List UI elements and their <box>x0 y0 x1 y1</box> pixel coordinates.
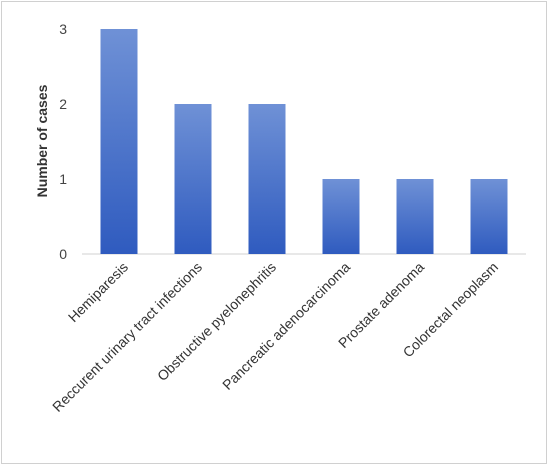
y-tick-label: 0 <box>59 246 67 262</box>
bar <box>174 104 212 254</box>
y-tick-label: 3 <box>59 21 67 37</box>
x-category-label: Hemiparesis <box>65 259 131 325</box>
bar <box>396 179 434 254</box>
bar <box>248 104 286 254</box>
x-category-label: Obstructive pyelonephritis <box>154 259 279 384</box>
y-axis-title: Number of cases <box>34 84 50 197</box>
y-tick-label: 1 <box>59 171 67 187</box>
bar <box>100 29 138 254</box>
bar <box>470 179 508 254</box>
x-category-label: Reccurent urinary tract infections <box>49 259 205 415</box>
x-category-label: Pancreatic adenocarcinoma <box>219 259 353 393</box>
bar <box>322 179 360 254</box>
y-tick-label: 2 <box>59 96 67 112</box>
